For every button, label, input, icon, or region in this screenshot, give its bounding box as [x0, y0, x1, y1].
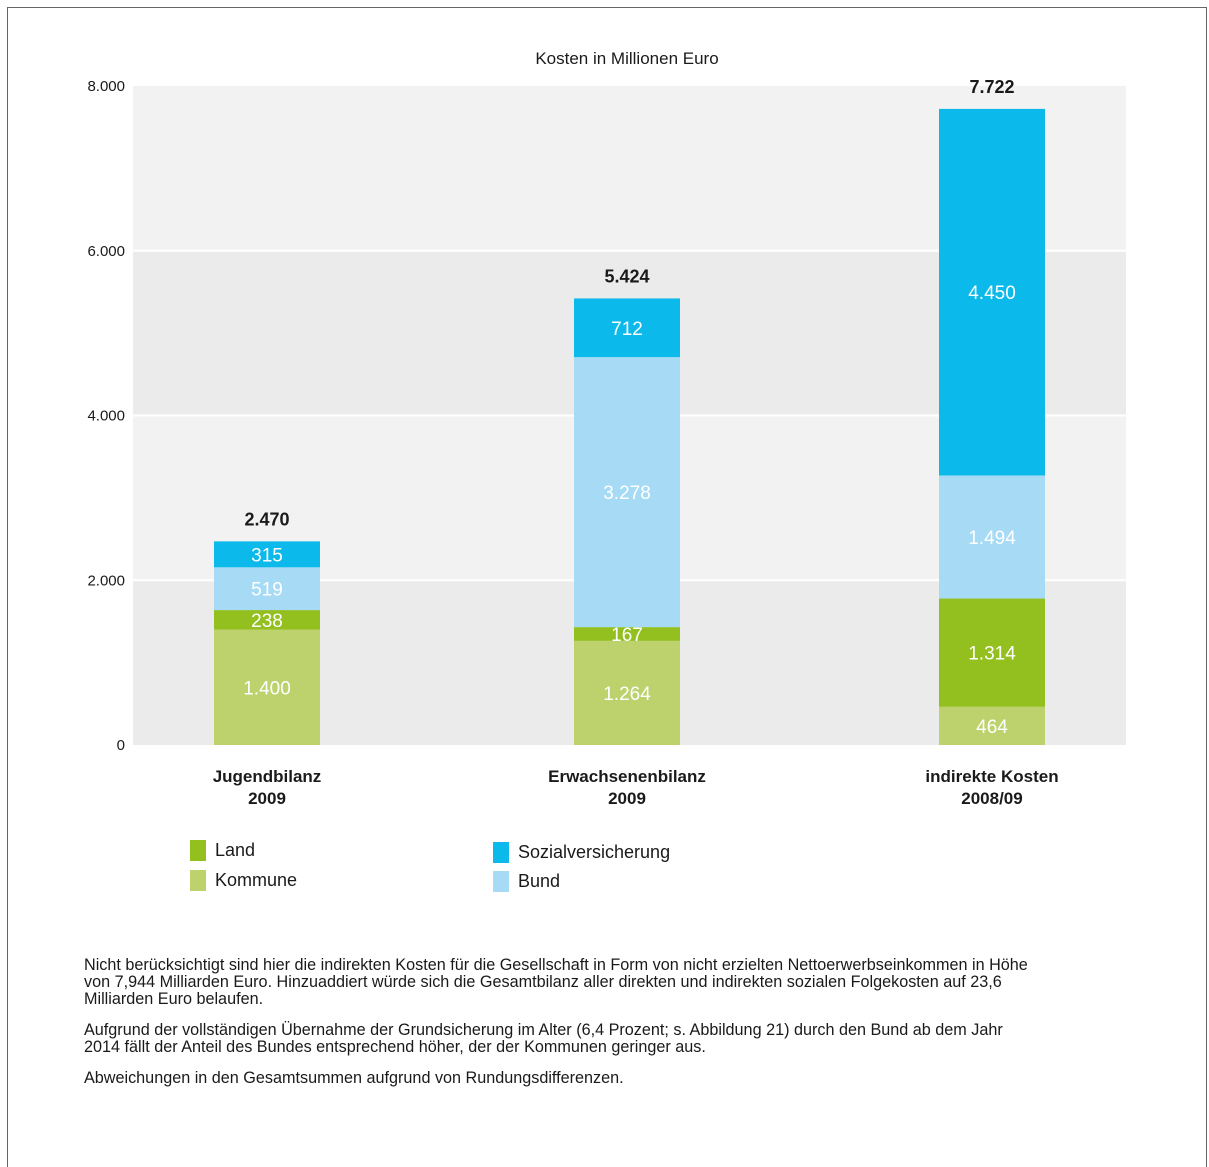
data-label: 1.400: [243, 678, 291, 699]
x-category-label: 2009: [248, 789, 286, 808]
total-label: 5.424: [604, 266, 649, 286]
legend-swatch-kommune: [190, 870, 206, 891]
footnote-rounding: Abweichungen in den Gesamtsummen aufgrun…: [84, 1069, 624, 1087]
bar-segment: [939, 706, 1045, 745]
bar-segment: [574, 627, 680, 641]
data-label: 315: [251, 545, 283, 566]
data-label: 1.314: [968, 644, 1016, 665]
bar-segment: [214, 629, 320, 745]
y-tick-label: 2.000: [87, 572, 125, 589]
legend: Land Kommune Sozialversicherung Bund: [190, 840, 750, 904]
y-tick-label: 8.000: [87, 78, 125, 95]
data-label: 1.264: [603, 684, 651, 705]
data-label: 3.278: [603, 483, 651, 504]
footnote-grundsicherung: Aufgrund der vollständigen Übernahme der…: [84, 1021, 1003, 1056]
bar-segment: [214, 610, 320, 630]
legend-swatch-bund: [493, 871, 509, 892]
figure-frame: [7, 7, 1207, 1167]
x-category-label: Jugendbilanz: [213, 767, 322, 786]
data-label: 238: [251, 611, 283, 632]
legend-item-sozialversicherung: Sozialversicherung: [493, 842, 670, 863]
legend-item-land: Land: [190, 840, 255, 861]
chart-title: Kosten in Millionen Euro: [535, 49, 718, 68]
x-category-label: 2009: [608, 789, 646, 808]
bar-segment: [214, 541, 320, 568]
bar-segment: [939, 108, 1045, 476]
legend-label-sozialversicherung: Sozialversicherung: [518, 842, 671, 862]
legend-swatch-land: [190, 840, 206, 861]
y-tick-label: 0: [117, 737, 125, 754]
x-category-label: Erwachsenenbilanz: [548, 767, 706, 786]
total-label: 7.722: [969, 77, 1014, 97]
bar-segment: [574, 298, 680, 358]
data-label: 4.450: [968, 283, 1016, 304]
legend-label-bund: Bund: [518, 871, 561, 891]
bar-segment: [574, 357, 680, 628]
footnote-indirect-costs: Nicht berücksichtigt sind hier die indir…: [84, 956, 1028, 1008]
legend-item-kommune: Kommune: [190, 870, 297, 891]
y-tick-label: 6.000: [87, 243, 125, 260]
data-label: 1.494: [968, 528, 1016, 549]
data-label: 519: [251, 580, 283, 601]
total-label: 2.470: [244, 509, 289, 529]
legend-swatch-sozialversicherung: [493, 842, 509, 863]
data-label: 464: [976, 717, 1008, 738]
data-label: 712: [611, 319, 643, 340]
x-category-label: 2008/09: [961, 789, 1022, 808]
y-tick-label: 4.000: [87, 408, 125, 425]
legend-label-kommune: Kommune: [215, 870, 298, 890]
x-category-label: indirekte Kosten: [925, 767, 1058, 786]
bar-segment: [939, 475, 1045, 599]
footnotes: Nicht berücksichtigt sind hier die indir…: [84, 957, 1034, 1101]
legend-label-land: Land: [215, 840, 256, 860]
bar-segment: [574, 640, 680, 745]
bar-segment: [939, 598, 1045, 707]
stacked-bar-chart: 0 2.000 4.000 6.000 8.000 Kosten in Millionen…: [87, 49, 1126, 808]
legend-item-bund: Bund: [493, 871, 560, 892]
data-label: 167: [611, 625, 643, 646]
bar-segment: [214, 567, 320, 611]
